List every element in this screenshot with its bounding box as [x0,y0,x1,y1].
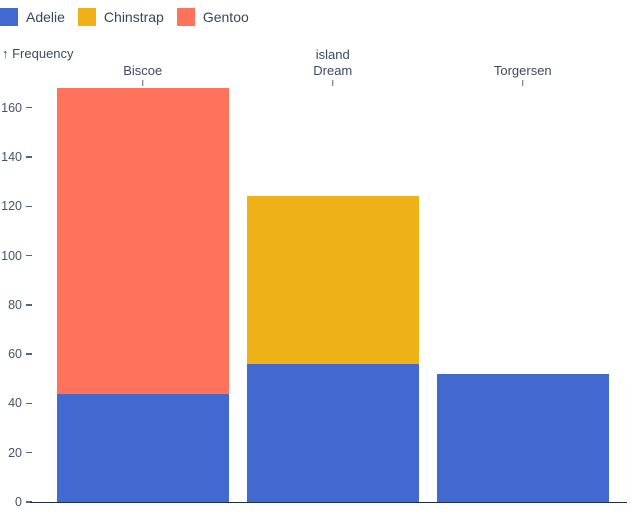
legend-item-adelie: Adelie [0,8,65,26]
y-tick: 100 [0,249,32,263]
x-category-label-dream: Dream [313,63,353,78]
y-tick-mark [26,451,32,454]
legend-swatch-gentoo [176,8,195,26]
legend: Adelie Chinstrap Gentoo [0,8,262,26]
legend-swatch-chinstrap [77,8,96,26]
bar-segment-biscoe-adelie [57,393,229,502]
x-category-label-torgersen: Torgersen [493,63,552,78]
legend-item-label: Gentoo [202,9,249,25]
y-tick-label: 100 [1,248,22,263]
legend-item-label: Adelie [26,9,65,25]
bar-segment-dream-adelie [247,364,419,502]
y-tick-label: 60 [8,347,22,362]
y-tick-mark [26,205,32,208]
baseline-rule [30,501,627,503]
y-tick-mark [26,353,32,355]
x-category-tick [522,80,524,86]
y-tick-label: 0 [15,495,22,509]
y-tick-mark [26,402,32,405]
y-tick: 160 [0,101,32,115]
x-axis-title: island [315,47,350,62]
bar-segment-torgersen-adelie [437,373,609,502]
y-tick-mark [26,501,32,503]
y-tick-mark [26,254,32,257]
legend-item-label: Chinstrap [103,9,164,25]
x-category-label-biscoe: Biscoe [123,63,163,78]
x-category-tick [332,80,334,86]
bar-segment-dream-chinstrap [247,196,419,364]
x-category-tick [142,80,144,86]
y-tick: 60 [0,347,32,361]
legend-item-chinstrap: Chinstrap [77,8,164,26]
y-tick: 120 [0,199,32,213]
y-tick: 0 [0,495,32,509]
bar-segment-biscoe-gentoo [57,88,229,394]
legend-swatch-adelie [0,8,18,26]
y-tick: 140 [0,150,32,164]
y-tick-mark [26,304,32,306]
y-axis-label: ↑ Frequency [2,46,74,61]
y-tick-label: 20 [8,445,22,460]
y-tick-mark [26,106,32,109]
y-tick: 80 [0,298,32,312]
y-tick-label: 120 [1,199,22,214]
y-tick: 20 [0,446,32,460]
y-tick-label: 140 [1,150,22,164]
y-tick-mark [26,156,32,158]
y-tick-label: 160 [1,100,22,115]
y-tick-label: 80 [8,297,22,312]
y-tick: 40 [0,396,32,410]
y-tick-label: 40 [8,396,22,411]
legend-item-gentoo: Gentoo [176,8,249,26]
